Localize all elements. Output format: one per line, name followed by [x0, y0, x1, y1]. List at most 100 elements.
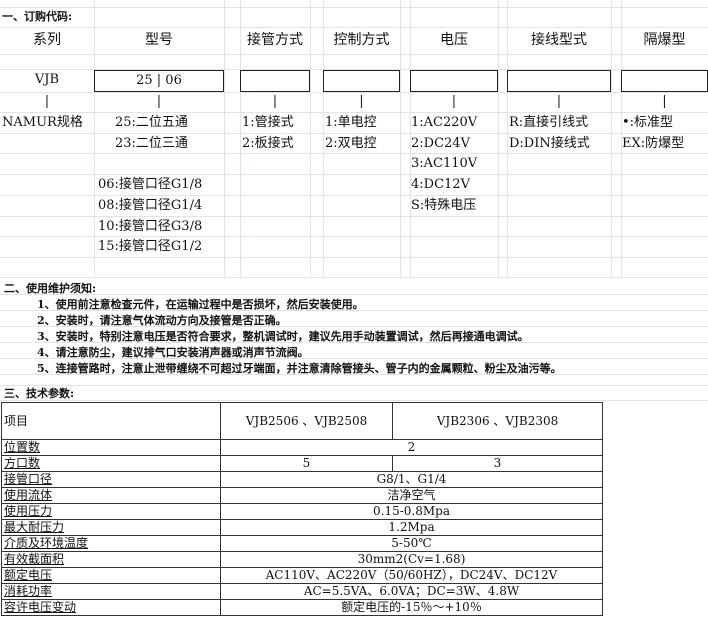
section1-title: 一、订购代码:: [2, 10, 73, 23]
grid-hline: [0, 385, 708, 386]
option-control: 2:双电控: [325, 135, 377, 151]
voltage-code-field[interactable]: [410, 70, 498, 92]
grid-vline: [240, 0, 241, 277]
section3-title: 三、技术参数:: [4, 387, 75, 400]
column-header-control: 控制方式: [333, 32, 390, 48]
section2-title: 二、使用维护须知:: [4, 282, 97, 295]
spec-value: 1.2Mpa: [220, 519, 603, 536]
grid-hline: [0, 216, 708, 217]
pipe-code-field[interactable]: [240, 70, 310, 92]
spec-label: 方口数: [1, 455, 221, 472]
note-item: 3、安装时，特别注意电压是否符合要求，整机调试时，建议先用手动装置调试，然后再接…: [37, 330, 529, 343]
spec-row: 额定电压 AC110V、AC220V（50/60HZ），DC24V、DC12V: [1, 567, 603, 584]
connector-marker: |: [44, 94, 50, 109]
spec-value: 2: [220, 439, 603, 456]
control-code-field[interactable]: [323, 70, 400, 92]
grid-vline: [400, 0, 401, 277]
grid-hline: [0, 54, 708, 55]
spec-header-model-a: VJB2506 、VJB2508: [220, 402, 393, 440]
spec-value: AC=5.5VA、6.0VA；DC=3W、4.8W: [220, 583, 603, 600]
connector-marker: |: [156, 94, 162, 109]
column-header-wiring: 接线型式: [531, 32, 587, 48]
model-code-field[interactable]: 25 | 06: [94, 70, 224, 92]
option-model: 10:接管口径G3/8: [98, 218, 203, 234]
option-series: NAMUR规格: [2, 115, 83, 130]
note-item: 4、请注意防尘，建议排气口安装消声器或消声节流阀。: [37, 346, 309, 359]
connector-marker: |: [451, 94, 457, 109]
spec-row: 接管口径 G8/1、G1/4: [1, 471, 603, 488]
spec-label: 容许电压变动: [1, 599, 221, 616]
grid-hline: [0, 195, 708, 196]
option-explosion: •:标准型: [622, 115, 674, 130]
grid-hline: [0, 400, 708, 401]
spec-row: 消耗功率 AC=5.5VA、6.0VA；DC=3W、4.8W: [1, 583, 603, 600]
spec-label: 额定电压: [1, 567, 221, 584]
grid-vline: [224, 0, 225, 277]
option-explosion: EX:防爆型: [622, 135, 685, 151]
option-pipe: 1:管接式: [242, 115, 294, 130]
grid-hline: [0, 257, 708, 258]
option-model: 15:接管口径G1/2: [98, 239, 203, 255]
option-model: 08:接管口径G1/4: [98, 197, 203, 213]
spec-row: 最大耐压力 1.2Mpa: [1, 519, 603, 536]
grid-vline: [611, 0, 612, 277]
spec-label: 使用流体: [1, 487, 221, 504]
grid-hline: [0, 277, 708, 278]
grid-hline: [0, 112, 708, 113]
spec-label: 位置数: [1, 439, 221, 456]
spec-label: 使用压力: [1, 503, 221, 520]
spec-header-model-b: VJB2306 、VJB2308: [392, 402, 603, 440]
spec-header-row: 项目 VJB2506 、VJB2508 VJB2306 、VJB2308: [1, 402, 603, 440]
column-header-explosion: 隔爆型: [643, 32, 686, 48]
grid-vline: [94, 0, 95, 277]
spec-value: G8/1、G1/4: [220, 471, 603, 488]
grid-vline: [507, 0, 508, 277]
spec-row: 有效截面积 30mm2(Cv=1.68): [1, 551, 603, 568]
spec-value: 0.15-0.8Mpa: [220, 503, 603, 520]
note-item: 2、安装时，请注意气体流动方向及接管是否正确。: [37, 314, 287, 327]
series-code: VJB: [34, 72, 60, 87]
option-wiring: D:DIN接线式: [509, 135, 590, 151]
grid-vline: [498, 0, 499, 277]
option-voltage: 3:AC110V: [411, 156, 478, 172]
spec-value: 30mm2(Cv=1.68): [220, 551, 603, 568]
grid-hline: [0, 69, 708, 70]
connector-marker: |: [662, 94, 667, 109]
column-header-model: 型号: [145, 32, 173, 48]
spec-row: 使用压力 0.15-0.8Mpa: [1, 503, 603, 520]
spec-table: 项目 VJB2506 、VJB2508 VJB2306 、VJB2308 位置数…: [1, 402, 603, 616]
spec-header-item: 项目: [1, 402, 221, 440]
spec-value: 5-50℃: [220, 535, 603, 552]
grid-vline: [310, 0, 311, 277]
option-voltage: 1:AC220V: [411, 115, 478, 130]
explosion-code-field[interactable]: [621, 70, 708, 92]
option-model: 06:接管口径G1/8: [98, 177, 203, 193]
connector-marker: |: [272, 94, 278, 109]
spec-label: 介质及环境温度: [1, 535, 221, 552]
spec-row: 位置数 2: [1, 439, 603, 456]
grid-hline: [0, 174, 708, 175]
grid-hline: [0, 236, 708, 237]
spec-row: 容许电压变动 额定电压的-15％～+10％: [1, 599, 603, 616]
grid-hline: [0, 7, 708, 8]
grid-hline: [0, 342, 708, 343]
wiring-code-field[interactable]: [507, 70, 611, 92]
note-item: 5、连接管路时，注意止泄带缠绕不可超过牙端面，并注意清除管接头、管子内的金属颗粒…: [37, 362, 562, 375]
column-header-series: 系列: [33, 32, 61, 48]
spec-label: 有效截面积: [1, 551, 221, 568]
option-model: 25:二位五通: [115, 115, 188, 130]
option-voltage: 4:DC12V: [411, 177, 470, 193]
grid-hline: [0, 358, 708, 359]
connector-marker: |: [359, 94, 364, 109]
option-pipe: 2:板接式: [242, 135, 294, 151]
spec-value: AC110V、AC220V（50/60HZ），DC24V、DC12V: [220, 567, 603, 584]
grid-vline: [323, 0, 324, 277]
spec-value: 额定电压的-15％～+10％: [220, 599, 603, 616]
grid-hline: [0, 326, 708, 327]
spec-row: 方口数 5 3: [1, 455, 603, 472]
spec-row: 使用流体 洁净空气: [1, 487, 603, 504]
spec-label: 接管口径: [1, 471, 221, 488]
grid-hline: [0, 133, 708, 134]
grid-hline: [0, 27, 708, 28]
grid-hline: [0, 310, 708, 311]
